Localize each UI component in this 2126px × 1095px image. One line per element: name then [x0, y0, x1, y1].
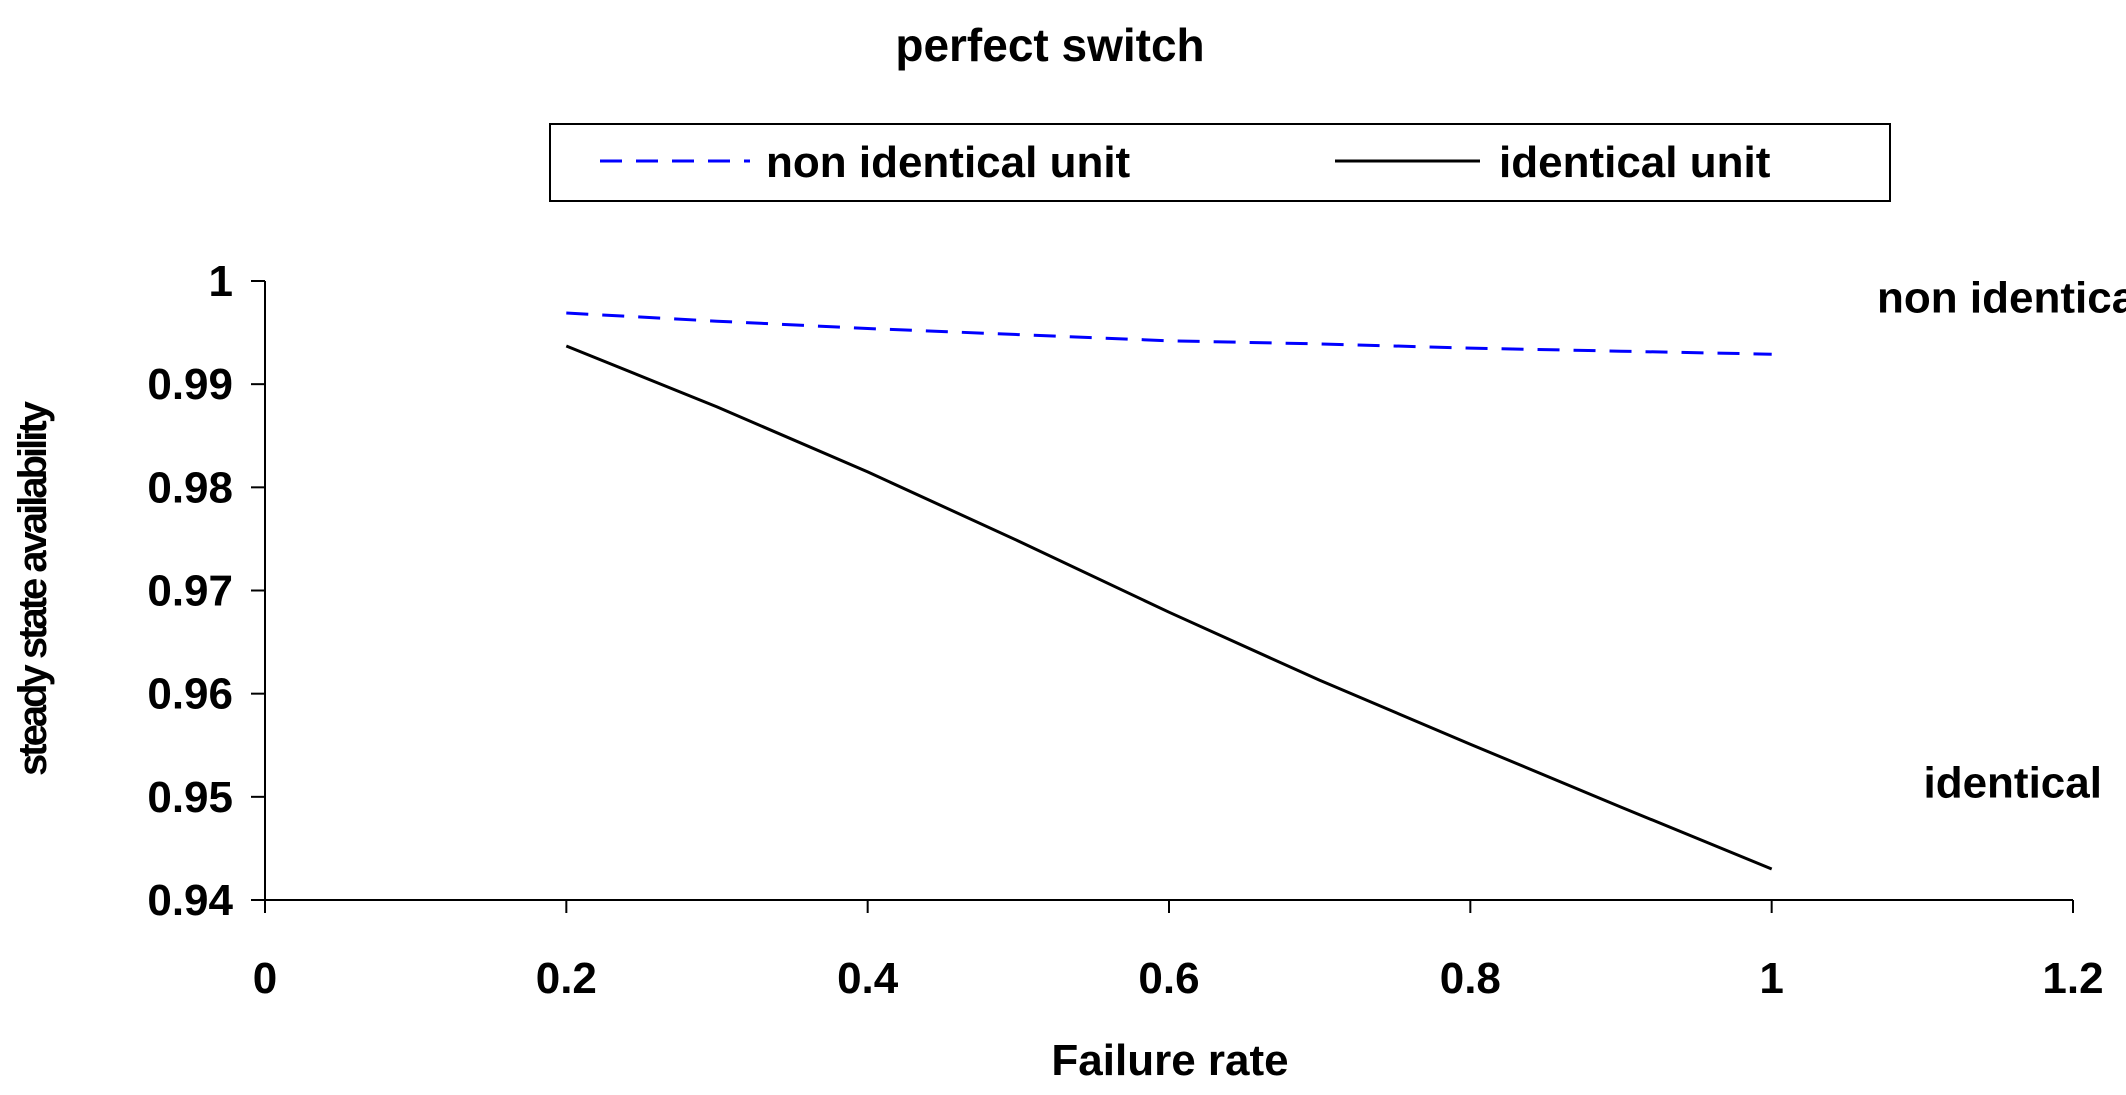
y-axis-label: steady state availability [11, 400, 55, 776]
y-tick-label: 0.97 [147, 567, 233, 616]
x-axis-ticks: 0 0.2 0.4 0.6 0.8 1 1.2 [253, 900, 2104, 1003]
x-tick-label: 0.4 [837, 954, 899, 1003]
legend-label-identical: identical unit [1499, 138, 1771, 187]
x-tick-label: 0.8 [1440, 954, 1501, 1003]
x-tick-label: 1 [1759, 954, 1783, 1003]
series-line-identical [565, 344, 1773, 871]
y-tick-label: 1 [209, 257, 233, 306]
x-tick-label: 0 [253, 954, 277, 1003]
legend: non identical unit identical unit [549, 123, 1891, 202]
y-tick-label: 0.98 [147, 463, 233, 512]
series-line-non-identical [566, 311, 1772, 356]
chart-title: perfect switch [895, 19, 1204, 71]
series-lines [565, 311, 1773, 871]
legend-box [549, 123, 1891, 202]
x-axis-label: Failure rate [1051, 1036, 1288, 1085]
line-annotations: non identical identical [1877, 274, 2126, 808]
legend-label-non-identical: non identical unit [766, 138, 1131, 187]
y-tick-label: 0.99 [147, 360, 233, 409]
x-tick-label: 1.2 [2042, 954, 2103, 1003]
x-tick-label: 0.6 [1138, 954, 1199, 1003]
plot-area: 0.94 0.95 0.96 0.97 0.98 0.99 1 0 0.2 0.4 0.6 0.8 1… [147, 257, 2126, 1003]
annotation-identical: identical [1923, 758, 2102, 807]
y-tick-label: 0.94 [147, 876, 233, 925]
x-tick-label: 0.2 [536, 954, 597, 1003]
y-tick-label: 0.95 [147, 773, 233, 822]
y-axis-ticks: 0.94 0.95 0.96 0.97 0.98 0.99 1 [147, 257, 265, 925]
y-tick-label: 0.96 [147, 670, 233, 719]
annotation-non-identical: non identical [1877, 274, 2126, 323]
